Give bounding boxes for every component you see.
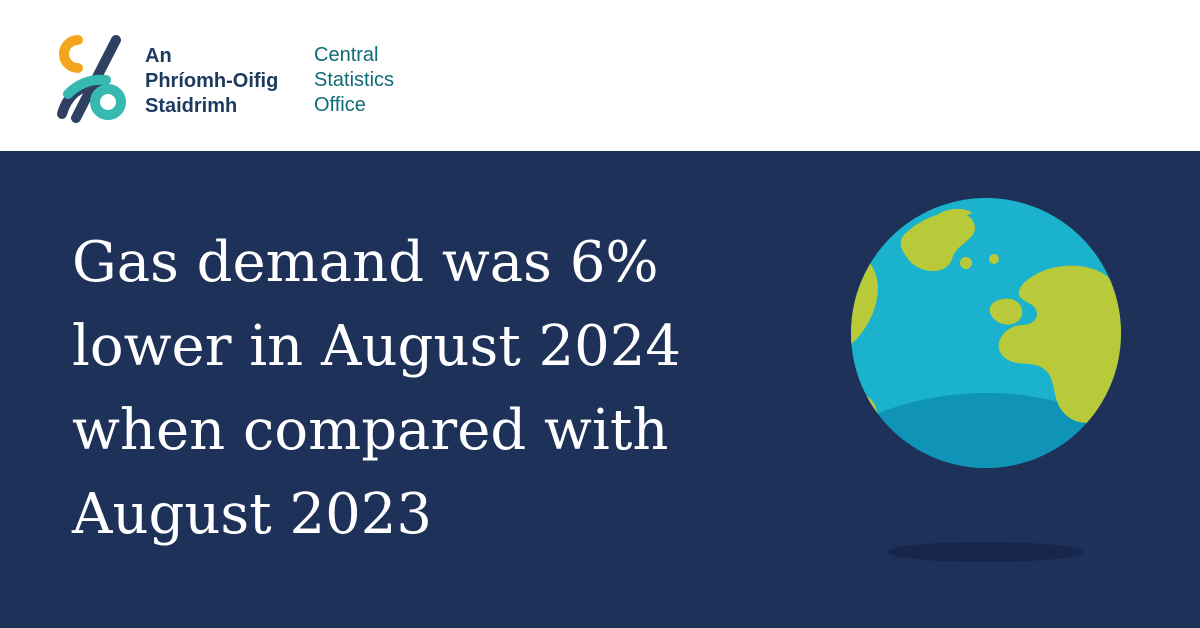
logo-english-line: Statistics [314,69,395,91]
logo-divider [302,43,304,119]
headline-line: August 2023 [72,482,432,547]
logo-english-name: Central Statistics Office [314,43,394,118]
cso-logo-icon [57,35,126,123]
globe-shadow [887,542,1083,562]
headline-line: Gas demand was 6% [72,230,659,295]
globe-icon [851,198,1121,468]
headline: Gas demand was 6% lower in August 2024 w… [72,221,752,557]
headline-banner: Gas demand was 6% lower in August 2024 w… [0,151,1200,628]
headline-line: when compared with [72,398,669,463]
logo-english-line: Office [314,94,366,116]
logo-english-line: Central [314,44,379,66]
logo-irish-line: An [145,45,172,67]
header: An Phríomh-Oifig Staidrimh Central Stati… [0,0,1200,151]
logo-irish-line: Phríomh-Oifig [145,70,279,92]
headline-line: lower in August 2024 [72,314,682,379]
logo-irish-name: An Phríomh-Oifig Staidrimh [145,44,278,119]
logo-irish-line: Staidrimh [145,95,238,117]
